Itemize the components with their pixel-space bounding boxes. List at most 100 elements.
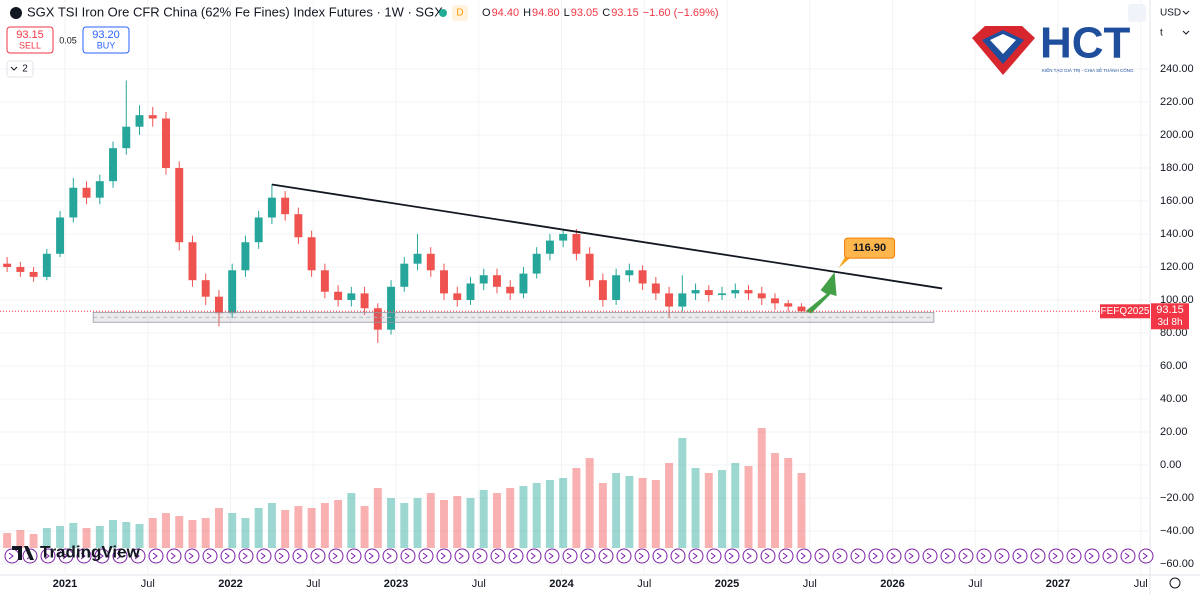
y-tick-label: 100.00 [1160, 294, 1194, 306]
symbol-icon [10, 7, 22, 19]
candle-body [16, 266, 25, 272]
volume-bar [453, 496, 462, 548]
change: −1.60 (−1.69%) [643, 7, 719, 19]
event-arrow [656, 552, 662, 560]
volume-bar [320, 503, 329, 548]
event-marker [166, 548, 182, 564]
volume-bar [426, 493, 435, 548]
candle-body [638, 270, 647, 284]
event-arrow [782, 552, 788, 560]
y-tick-label: 0.00 [1160, 459, 1181, 471]
event-marker [508, 548, 524, 564]
candle-body [784, 303, 793, 307]
y-tick-label: −60.00 [1160, 558, 1194, 570]
ohlc-value: 93.05 [571, 7, 599, 19]
event-arrow [1034, 552, 1040, 560]
event-marker [922, 548, 938, 564]
candle-body [466, 283, 475, 300]
candle-body [334, 291, 343, 300]
screenshot-button[interactable] [1128, 4, 1146, 22]
y-tick-label: −20.00 [1160, 492, 1194, 504]
event-marker [400, 548, 416, 564]
candle-body [559, 233, 568, 241]
candle-body [122, 126, 131, 149]
event-arrow [692, 552, 698, 560]
volume-bar [506, 488, 515, 548]
event-marker [1084, 548, 1100, 564]
volume-bar [16, 530, 25, 548]
y-tick-label: 140.00 [1160, 228, 1194, 240]
x-tick-label: Jul [306, 578, 320, 590]
volume-bar [559, 478, 568, 548]
indicators-count: 2 [22, 64, 28, 75]
event-marker [202, 548, 218, 564]
y-tick-label: 220.00 [1160, 96, 1194, 108]
sell-button[interactable] [6, 26, 54, 54]
settings-icon[interactable] [1169, 577, 1181, 589]
ohlc-key: O [482, 7, 491, 19]
volume-bar [307, 508, 316, 548]
event-arrow [980, 552, 986, 560]
candle-body [281, 197, 290, 215]
candle-body [519, 273, 528, 294]
currency: USD [1160, 8, 1181, 19]
event-marker [4, 548, 20, 564]
volume-bar [651, 480, 660, 548]
event-marker [40, 548, 56, 564]
ohlc-key: H [523, 7, 531, 19]
event-marker [940, 548, 956, 564]
event-arrow [314, 552, 320, 560]
volume-bar [82, 528, 91, 548]
event-arrow [602, 552, 608, 560]
candle-body [294, 214, 303, 238]
event-marker [904, 548, 920, 564]
event-marker [58, 548, 74, 564]
candle-body [29, 271, 38, 277]
event-arrow [404, 552, 410, 560]
candle-body [320, 270, 329, 292]
event-arrow [440, 552, 446, 560]
target-label: 116.90 [853, 242, 886, 254]
spread: 0.05 [59, 35, 77, 45]
event-marker [1048, 548, 1064, 564]
event-marker [562, 548, 578, 564]
buy-button[interactable] [82, 26, 130, 54]
logo-name: HCT [1040, 19, 1131, 68]
candle-body [545, 240, 554, 254]
candle-body [440, 270, 448, 294]
volume-bar [135, 524, 144, 548]
candle-body [347, 293, 356, 300]
volume-bar [519, 486, 528, 548]
candle-body [572, 233, 581, 254]
volume-bar [598, 483, 607, 548]
volume-bar [612, 473, 621, 548]
event-marker [220, 548, 236, 564]
event-marker [958, 548, 974, 564]
y-tick-label: 200.00 [1160, 129, 1194, 141]
event-marker [94, 548, 110, 564]
indicators-toggle[interactable] [6, 60, 34, 78]
x-tick-label: Jul [637, 578, 651, 590]
volume-bar [638, 478, 647, 548]
candle-body [731, 290, 740, 294]
volume-bar [109, 520, 118, 548]
event-marker [364, 548, 380, 564]
volume-bar [201, 518, 210, 548]
event-arrow [962, 552, 968, 560]
event-arrow [872, 552, 878, 560]
event-arrow [638, 552, 644, 560]
event-marker [238, 548, 254, 564]
candle-body [612, 275, 621, 300]
ohlc-key: C [602, 7, 610, 19]
volume-bar [665, 463, 674, 548]
event-arrow [800, 552, 806, 560]
event-arrow [584, 552, 590, 560]
axes: 240.00 220.00 200.00 180.00 160.00 140.00 120.… [53, 63, 1194, 590]
event-marker [1066, 548, 1082, 564]
volume-bar [148, 518, 157, 548]
volume-bar [400, 503, 409, 548]
tv-logo [12, 546, 34, 560]
event-arrow [206, 552, 212, 560]
event-arrow [674, 552, 680, 560]
candle-body [506, 286, 515, 294]
